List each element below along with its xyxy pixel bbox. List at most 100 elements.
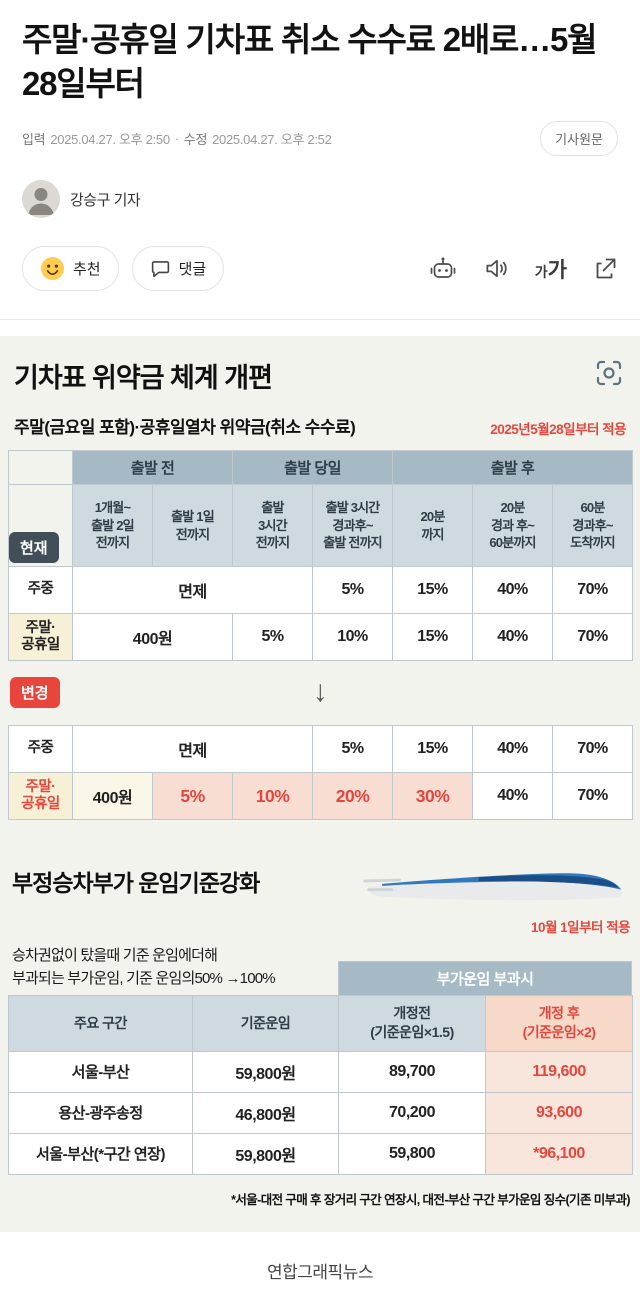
route-cell: 서울-부산 bbox=[8, 1050, 193, 1093]
penalty-cell: 10% bbox=[312, 613, 394, 662]
modified-time: 2025.04.27. 오후 2:52 bbox=[212, 132, 332, 148]
infographic-panel: 기차표 위약금 체계 개편 주말(금요일 포함)·공휴일열차 위약금(취소 수수… bbox=[0, 336, 640, 1232]
after-cell: 119,600 bbox=[485, 1050, 633, 1093]
surcharge-header: 부가운임 부과시 bbox=[338, 960, 632, 995]
action-bar: 추천 댓글 가 가 bbox=[0, 246, 640, 292]
penalty-cell: 15% bbox=[392, 566, 474, 615]
row-label-weekend: 주말· 공휴일 bbox=[8, 772, 73, 821]
penalty-cell: 5% bbox=[232, 613, 314, 662]
current-badge-cell: 현재 bbox=[8, 484, 73, 568]
page-title: 주말·공휴일 기차표 취소 수수료 2배로…5월28일부터 bbox=[22, 21, 598, 102]
train-graphic bbox=[363, 873, 623, 901]
photo-zoom-button[interactable] bbox=[592, 356, 626, 393]
fare-column-header: 기준운임 bbox=[192, 994, 339, 1052]
fare-effective-date: 10월 1일부터 적용 bbox=[530, 920, 631, 936]
infographic-subtitle-row: 주말(금요일 포함)·공휴일열차 위약금(취소 수수료) 2025년5월28일부… bbox=[8, 413, 632, 438]
penalty-table-changed: 주중 면제 5% 15% 40% 70% 주말· 공휴일 400원 5% 10%… bbox=[8, 725, 634, 821]
group-header-after-departure: 출발 후 bbox=[392, 450, 634, 486]
penalty-cell: 40% bbox=[472, 613, 554, 662]
text-size-small: 가 bbox=[534, 263, 548, 280]
penalty-cell-raised: 10% bbox=[231, 772, 314, 821]
fare-section-head: 부정승차부가 운임기준강화 bbox=[8, 854, 632, 908]
comment-label: 댓글 bbox=[178, 261, 207, 279]
penalty-cell: 40% bbox=[472, 725, 554, 774]
row-label-weekday: 주중 bbox=[8, 725, 73, 774]
change-indicator-row: 변경 ↓ bbox=[8, 675, 632, 713]
viewfinder-icon bbox=[596, 360, 622, 386]
route-cell: 서울-부산(*구간 연장) bbox=[8, 1132, 193, 1175]
route-cell: 용산-광주송정 bbox=[8, 1091, 193, 1134]
penalty-cell: 400원 bbox=[71, 613, 234, 662]
changed-badge: 변경 bbox=[10, 677, 60, 709]
table-row: 서울-부산(*구간 연장) 59,800원 59,800 *96,100 bbox=[8, 1132, 633, 1175]
ai-listen-button[interactable] bbox=[428, 254, 458, 284]
penalty-cell: 70% bbox=[552, 772, 634, 821]
meta-separator: · bbox=[174, 131, 179, 147]
speaker-icon bbox=[486, 260, 507, 278]
penalty-cell-raised: 5% bbox=[152, 772, 233, 821]
table-row: 용산-광주송정 46,800원 70,200 93,600 bbox=[8, 1091, 633, 1134]
published-label: 입력 bbox=[22, 132, 46, 148]
penalty-cell: 면제 bbox=[71, 566, 314, 615]
reporter-profile[interactable]: 강승구 기자 bbox=[22, 180, 618, 219]
share-button[interactable] bbox=[592, 256, 618, 282]
infographic-subtitle: 주말(금요일 포함)·공휴일열차 위약금(취소 수수료) bbox=[14, 418, 356, 438]
row-label-weekday: 주중 bbox=[8, 566, 73, 615]
table-corner-spacer bbox=[8, 450, 73, 486]
recommend-button[interactable]: 추천 bbox=[22, 246, 119, 292]
table-row: 서울-부산 59,800원 89,700 119,600 bbox=[8, 1050, 633, 1093]
down-arrow-icon: ↓ bbox=[312, 675, 328, 709]
modified-label: 수정 bbox=[183, 132, 208, 148]
column-header: 20분 까지 bbox=[392, 484, 474, 568]
penalty-cell: 5% bbox=[312, 566, 394, 615]
share-icon bbox=[596, 258, 616, 278]
penalty-cell: 5% bbox=[312, 725, 394, 774]
meta-row: 입력 2025.04.27. 오후 2:50 · 수정 2025.04.27. … bbox=[22, 121, 618, 157]
penalty-cell-raised: 20% bbox=[312, 772, 394, 821]
text-size-large: 가 bbox=[547, 258, 567, 282]
before-cell: 59,800 bbox=[338, 1132, 486, 1175]
person-icon bbox=[22, 180, 60, 219]
fare-table: 주요 구간 기준운임 개정전 (기준운임×1.5) 개정 후 (기준운임×2) … bbox=[8, 994, 633, 1175]
recommend-label: 추천 bbox=[73, 261, 101, 279]
reporter-name[interactable]: 강승구 기자 bbox=[70, 191, 141, 209]
original-article-button[interactable]: 기사원문 bbox=[540, 121, 618, 157]
column-header: 20분 경과 후~ 60분까지 bbox=[472, 484, 554, 568]
fare-column-header-after: 개정 후 (기준운임×2) bbox=[485, 994, 633, 1052]
group-header-before-departure: 출발 전 bbox=[71, 450, 234, 486]
row-label-weekend: 주말· 공휴일 bbox=[8, 613, 73, 662]
infographic-head: 기차표 위약금 체계 개편 bbox=[8, 356, 632, 395]
smiley-icon bbox=[40, 256, 65, 281]
before-cell: 70,200 bbox=[338, 1091, 486, 1134]
comment-button[interactable]: 댓글 bbox=[131, 246, 225, 292]
fare-footnote: *서울-대전 구매 후 장거리 구간 연장시, 대전-부산 구간 부가운임 징수… bbox=[231, 1192, 631, 1207]
article-header: 주말·공휴일 기차표 취소 수수료 2배로…5월28일부터 입력 2025.04… bbox=[0, 0, 640, 219]
graphics-credit: 연합그래픽뉴스 bbox=[267, 1262, 373, 1282]
fare-description: 승차권없이 탔을때 기준 운임에더해 부과되는 부가운임, 기준 운임의50% … bbox=[12, 947, 276, 988]
published-time: 2025.04.27. 오후 2:50 bbox=[50, 132, 170, 148]
penalty-cell: 70% bbox=[552, 725, 634, 774]
volume-button[interactable] bbox=[483, 255, 510, 282]
article-tools: 가 가 bbox=[428, 254, 618, 284]
after-cell: 93,600 bbox=[485, 1091, 633, 1134]
base-fare-cell: 46,800원 bbox=[192, 1091, 339, 1134]
group-header-departure-day: 출발 당일 bbox=[232, 450, 394, 486]
penalty-cell: 15% bbox=[392, 613, 474, 662]
penalty-table-current: 출발 전 출발 당일 출발 후 현재 1개월~ 출발 2일 전까지 출발 1일 … bbox=[8, 450, 634, 662]
current-badge: 현재 bbox=[9, 532, 59, 564]
penalty-cell: 400원 bbox=[72, 772, 153, 821]
reporter-avatar[interactable] bbox=[22, 180, 60, 219]
base-fare-cell: 59,800원 bbox=[192, 1132, 339, 1175]
fare-column-header: 주요 구간 bbox=[8, 994, 193, 1052]
penalty-cell: 면제 bbox=[71, 725, 314, 774]
fare-column-header: 개정전 (기준운임×1.5) bbox=[338, 994, 486, 1052]
penalty-cell: 70% bbox=[552, 613, 634, 662]
penalty-cell: 40% bbox=[472, 566, 554, 615]
comment-icon bbox=[150, 258, 171, 279]
robot-icon bbox=[430, 257, 456, 278]
column-header: 출발 1일 전까지 bbox=[151, 484, 234, 568]
text-size-button[interactable]: 가 가 bbox=[535, 254, 567, 284]
penalty-cell: 70% bbox=[552, 566, 634, 615]
column-header: 출발 3시간 전까지 bbox=[232, 484, 314, 568]
infographic-title: 기차표 위약금 체계 개편 bbox=[14, 363, 273, 394]
